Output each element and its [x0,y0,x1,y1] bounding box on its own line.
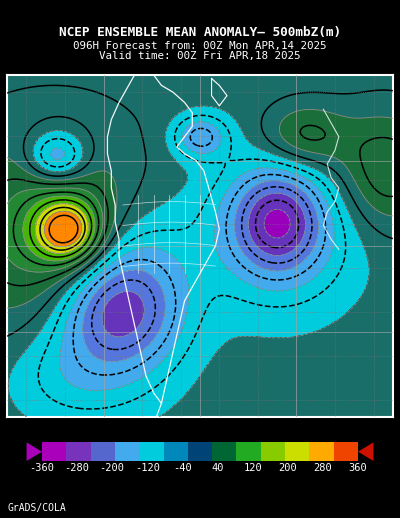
Bar [66,442,90,461]
Text: -280: -280 [64,463,90,473]
Text: 200: 200 [278,463,297,473]
Text: 360: 360 [349,463,368,473]
Bar [236,442,261,461]
Bar [334,442,358,461]
Text: -40: -40 [173,463,192,473]
Bar [164,442,188,461]
Text: 280: 280 [314,463,332,473]
Bar [115,442,139,461]
Text: -360: -360 [30,463,54,473]
Text: NCEP ENSEMBLE MEAN ANOMALY– 500mbZ(m): NCEP ENSEMBLE MEAN ANOMALY– 500mbZ(m) [59,25,341,39]
Text: 096H Forecast from: 00Z Mon APR,14 2025: 096H Forecast from: 00Z Mon APR,14 2025 [73,40,327,51]
Text: 40: 40 [211,463,224,473]
Bar [90,442,115,461]
Bar [285,442,310,461]
Bar [42,442,66,461]
Bar [188,442,212,461]
Polygon shape [358,442,374,461]
Bar [212,442,236,461]
Text: -120: -120 [135,463,160,473]
Polygon shape [26,442,42,461]
Text: Valid time: 00Z Fri APR,18 2025: Valid time: 00Z Fri APR,18 2025 [99,51,301,61]
Bar [261,442,285,461]
Bar [139,442,164,461]
Text: -200: -200 [100,463,125,473]
Bar [310,442,334,461]
Text: 120: 120 [243,463,262,473]
Text: GrADS/COLA: GrADS/COLA [8,502,67,513]
